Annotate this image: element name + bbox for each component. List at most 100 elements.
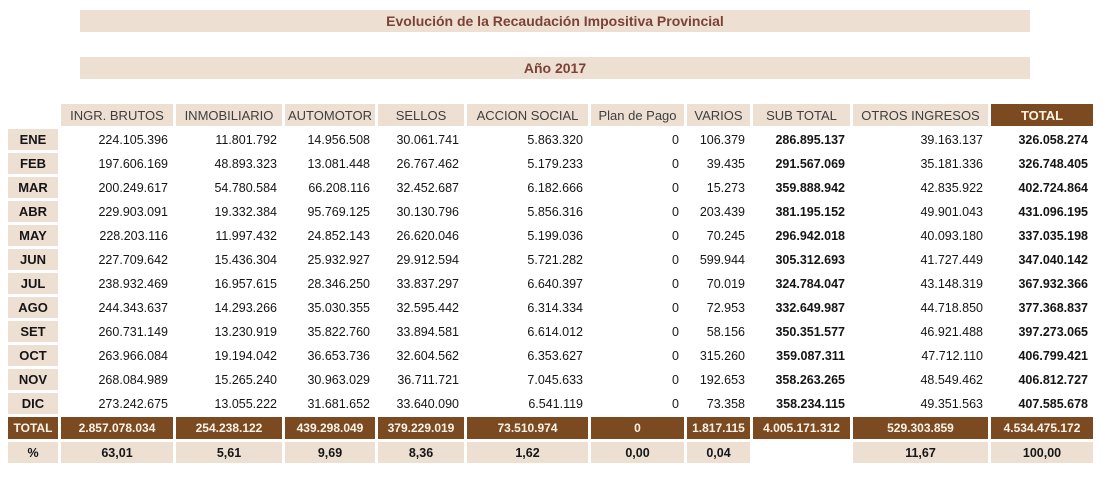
column-header: Plan de Pago [591,104,684,126]
data-cell: 14.956.508 [307,132,370,147]
data-cell: 33.894.581 [396,324,459,339]
data-cell: 11.997.432 [215,228,277,243]
column-header: SUB TOTAL [753,104,850,126]
data-cell: 200.249.617 [98,180,168,195]
percent-row: % 63,01 5,61 9,69 8,36 1,62 0,00 0,04 11,67 100,0… [8,442,1093,463]
data-cell: 326.748.405 [1018,156,1088,171]
data-cell: 0 [672,252,679,267]
data-cell: 6.314.334 [527,300,583,315]
data-cell: 350.351.577 [775,324,845,339]
column-header: ACCION SOCIAL [467,104,588,126]
percent-cell: 0,04 [687,442,750,463]
row-label: DIC [8,393,58,414]
data-cell: 49.351.563 [920,396,983,411]
data-cell: 46.921.488 [920,324,983,339]
total-cell: 73.510.974 [467,417,588,439]
data-cell: 30.061.741 [396,132,459,147]
data-cell: 359.087.311 [776,348,845,363]
data-cell: 13.055.222 [214,396,277,411]
data-cell: 39.163.137 [920,132,983,147]
row-label: MAY [8,225,58,246]
total-cell: 379.229.019 [378,417,464,439]
row-label: OCT [8,345,58,366]
data-cell: 305.312.693 [775,252,845,267]
data-cell: 0 [672,204,679,219]
report-year: Año 2017 [80,57,1030,79]
row-label: NOV [8,369,58,390]
data-cell: 6.182.666 [527,180,583,195]
data-cell: 0 [672,228,679,243]
total-cell: 254.238.122 [176,417,282,439]
data-cell: 5.721.282 [527,252,583,267]
column-header: VARIOS [687,104,750,126]
total-cell: 4.005.171.312 [753,417,850,439]
data-cell: 29.912.594 [396,252,459,267]
data-cell: 36.653.736 [307,348,370,363]
data-cell: 32.604.562 [396,348,459,363]
table-row: FEB 197.606.169 48.893.323 13.081.448 26.767… [8,153,1093,174]
data-cell: 106.379 [699,132,745,147]
column-header: INMOBILIARIO [176,104,282,126]
data-cell: 16.957.615 [214,276,277,291]
data-cell: 347.040.142 [1018,252,1088,267]
total-cell: 529.303.859 [853,417,988,439]
data-cell: 337.035.198 [1018,228,1088,243]
data-cell: 35.822.760 [307,324,370,339]
data-cell: 31.681.652 [307,396,370,411]
column-header: AUTOMOTOR [285,104,375,126]
data-cell: 33.837.297 [396,276,459,291]
total-cell: 439.298.049 [285,417,375,439]
column-header: TOTAL [991,104,1093,126]
data-cell: 358.234.115 [776,396,845,411]
data-cell: 95.769.125 [307,204,370,219]
data-cell: 0 [672,324,679,339]
column-header: OTROS INGRESOS [853,104,988,126]
data-cell: 26.767.462 [396,156,459,171]
data-cell: 33.640.090 [396,396,459,411]
row-label: AGO [8,297,58,318]
data-cell: 402.724.864 [1018,180,1088,195]
data-cell: 238.932.469 [98,276,168,291]
table-row: MAY 228.203.116 11.997.432 24.852.143 26.620… [8,225,1093,246]
table-row: AGO 244.343.637 14.293.266 35.030.355 32.595… [8,297,1093,318]
data-cell: 36.711.721 [397,372,459,387]
percent-cell: 5,61 [176,442,282,463]
data-cell: 397.273.065 [1018,324,1088,339]
data-cell: 406.812.727 [1018,372,1088,387]
corner-cell [8,104,58,126]
data-cell: 26.620.046 [396,228,459,243]
data-cell: 6.614.012 [527,324,583,339]
data-cell: 32.595.442 [396,300,459,315]
row-label: ABR [8,201,58,222]
data-cell: 5.199.036 [527,228,583,243]
total-cell: 4.534.475.172 [991,417,1093,439]
data-cell: 5.863.320 [527,132,583,147]
data-cell: 324.784.047 [775,276,845,291]
data-cell: 15.436.304 [214,252,277,267]
data-cell: 6.541.119 [528,396,583,411]
data-cell: 24.852.143 [307,228,370,243]
data-cell: 43.148.319 [920,276,983,291]
report-title: Evolución de la Recaudación Impositiva P… [80,10,1030,32]
percent-cell: 11,67 [853,442,988,463]
data-cell: 0 [672,132,679,147]
data-cell: 44.718.850 [920,300,983,315]
data-cell: 599.944 [699,252,745,267]
data-cell: 41.727.449 [920,252,983,267]
data-cell: 332.649.987 [775,300,845,315]
data-cell: 359.888.942 [775,180,845,195]
percent-cell: 8,36 [378,442,464,463]
data-cell: 72.953 [706,300,745,315]
data-cell: 268.084.989 [98,372,168,387]
data-cell: 406.799.421 [1018,348,1088,363]
data-cell: 35.030.355 [307,300,370,315]
row-label: ENE [8,129,58,150]
data-cell: 203.439 [699,204,745,219]
data-cell: 0 [672,180,679,195]
table-row: MAR 200.249.617 54.780.584 66.208.116 32.452… [8,177,1093,198]
percent-cell: 9,69 [285,442,375,463]
data-cell: 70.245 [706,228,745,243]
percent-cell-empty [753,442,850,463]
table-row: JUL 238.932.469 16.957.615 28.346.250 33.837… [8,273,1093,294]
row-label: FEB [8,153,58,174]
